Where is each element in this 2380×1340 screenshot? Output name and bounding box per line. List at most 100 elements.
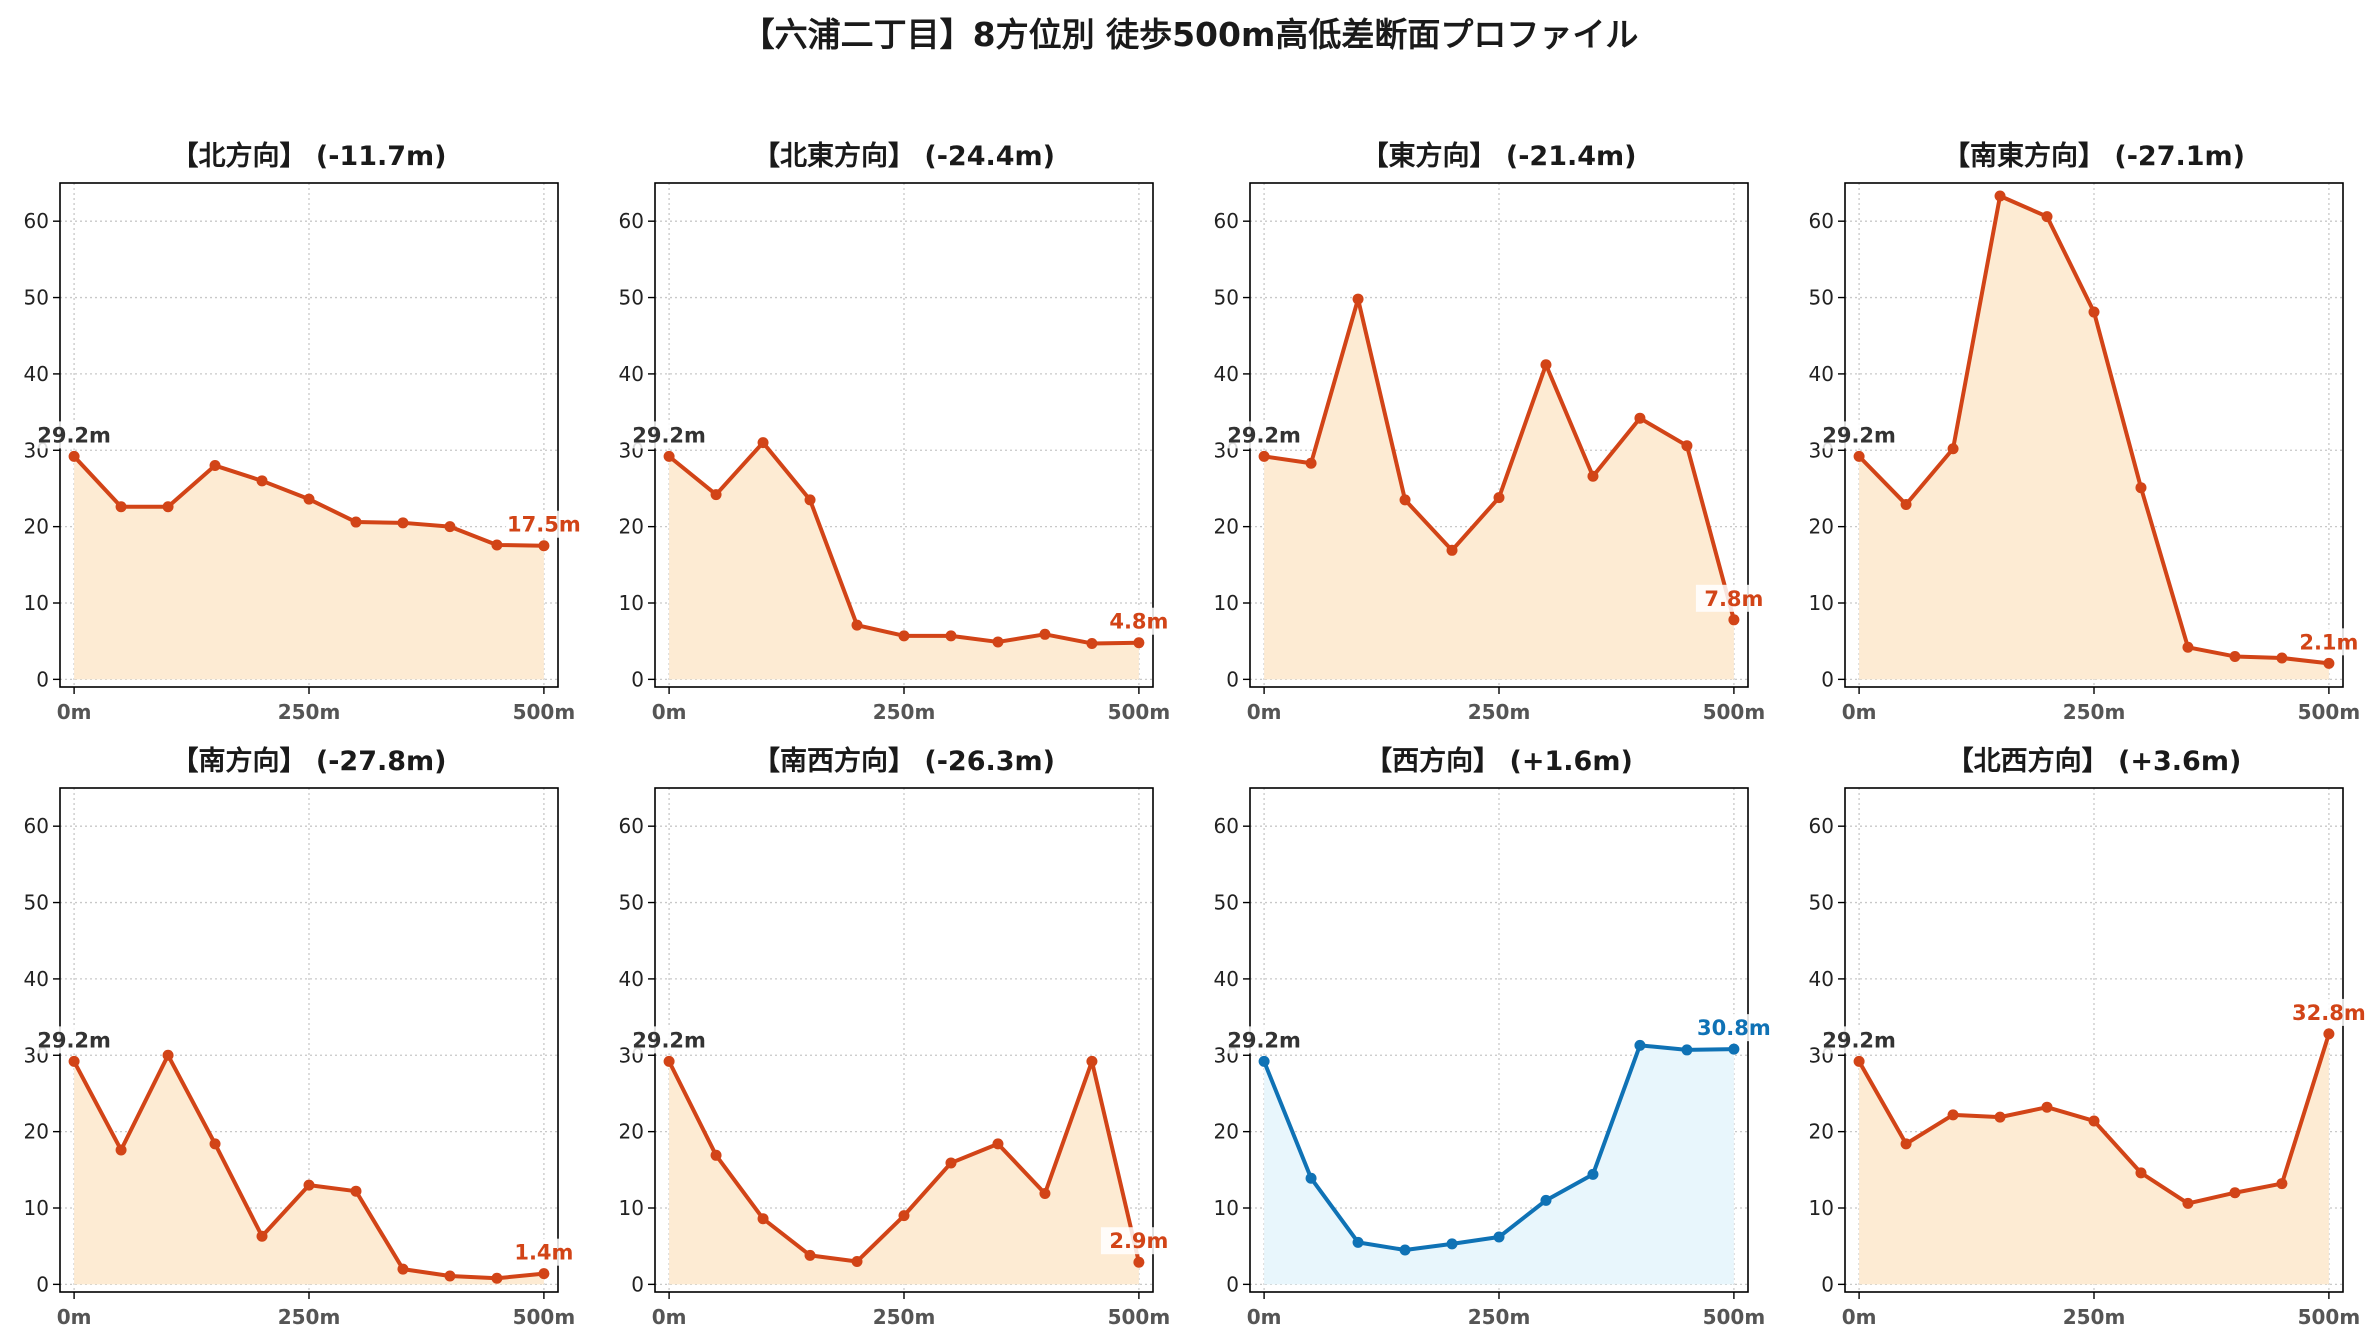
y-tick-label: 10 (1809, 1196, 1834, 1220)
y-tick-label: 20 (1214, 515, 1239, 539)
start-label-bg (36, 1026, 113, 1054)
start-elevation-label: 29.2m (1822, 1028, 1896, 1052)
elevation-point (804, 1249, 816, 1261)
elevation-point (992, 636, 1004, 648)
y-tick-label: 40 (1214, 967, 1239, 991)
y-tick-label: 60 (1214, 209, 1239, 233)
elevation-point (1399, 494, 1411, 506)
panel-title: 【東方向】 (-21.4m) (1361, 140, 1636, 172)
y-tick-label: 40 (1809, 967, 1834, 991)
y-tick-label: 60 (24, 814, 49, 838)
y-tick-label: 0 (36, 667, 49, 691)
y-tick-label: 50 (1809, 891, 1834, 915)
elevation-point (1634, 412, 1646, 424)
start-label-bg (1821, 421, 1898, 449)
elevation-point (851, 619, 863, 631)
y-tick-label: 60 (1214, 814, 1239, 838)
x-tick-label: 500m (2298, 700, 2361, 724)
y-tick-label: 20 (619, 1120, 644, 1144)
elevation-area (74, 456, 544, 680)
elevation-point (303, 1179, 315, 1191)
elevation-point (397, 1263, 409, 1275)
end-label-bg (1695, 584, 1772, 612)
elevation-area (669, 442, 1139, 680)
y-tick-label: 20 (24, 515, 49, 539)
elevation-point (1305, 1172, 1317, 1184)
y-tick-label: 20 (1809, 1120, 1834, 1144)
elevation-point (1399, 1244, 1411, 1256)
elevation-point (1258, 1055, 1270, 1067)
elevation-point (1947, 1109, 1959, 1121)
elevation-point (1133, 637, 1145, 649)
elevation-point (710, 1149, 722, 1161)
elevation-point (945, 1157, 957, 1169)
x-tick-label: 0m (1247, 1305, 1282, 1329)
elevation-point (68, 450, 80, 462)
start-elevation-label: 29.2m (632, 423, 706, 447)
start-label-bg (631, 1026, 708, 1054)
elevation-point (209, 1138, 221, 1150)
elevation-point (1994, 190, 2006, 202)
y-tick-label: 10 (1809, 591, 1834, 615)
elevation-point (2323, 1028, 2335, 1040)
panel-title: 【南方向】 (-27.8m) (171, 745, 446, 777)
end-elevation-label: 2.1m (2299, 630, 2358, 654)
elevation-point (1305, 457, 1317, 469)
elevation-point (2276, 1178, 2288, 1190)
y-tick-label: 40 (24, 967, 49, 991)
elevation-point (2135, 482, 2147, 494)
y-tick-label: 50 (1809, 286, 1834, 310)
y-tick-label: 0 (1821, 1272, 1834, 1296)
y-tick-label: 60 (24, 209, 49, 233)
elevation-point (1587, 1168, 1599, 1180)
elevation-point (115, 501, 127, 513)
x-tick-label: 500m (1108, 1305, 1171, 1329)
elevation-point (68, 1055, 80, 1067)
elevation-point (1133, 1256, 1145, 1268)
elevation-point (1681, 440, 1693, 452)
start-label-bg (631, 421, 708, 449)
elevation-point (851, 1255, 863, 1267)
elevation-point (945, 630, 957, 642)
y-tick-label: 50 (1214, 891, 1239, 915)
elevation-point (757, 437, 769, 449)
elevation-point (1634, 1039, 1646, 1051)
elevation-point (1681, 1044, 1693, 1056)
elevation-point (303, 493, 315, 505)
elevation-point (1039, 628, 1051, 640)
elevation-point (1728, 1043, 1740, 1055)
x-tick-label: 250m (2063, 1305, 2126, 1329)
elevation-point (1540, 359, 1552, 371)
x-tick-label: 0m (1842, 700, 1877, 724)
elevation-point (663, 450, 675, 462)
elevation-point (397, 517, 409, 529)
elevation-point (162, 1049, 174, 1061)
end-elevation-label: 4.8m (1109, 610, 1168, 634)
elevation-point (1258, 450, 1270, 462)
panel-title: 【北西方向】 (+3.6m) (1947, 745, 2242, 777)
end-elevation-label: 30.8m (1697, 1016, 1771, 1040)
elevation-point (1039, 1187, 1051, 1199)
elevation-point (491, 1272, 503, 1284)
y-tick-label: 60 (619, 814, 644, 838)
elevation-point (256, 475, 268, 487)
elevation-point (1086, 1055, 1098, 1067)
y-tick-label: 0 (631, 1272, 644, 1296)
elevation-point (898, 630, 910, 642)
elevation-area (669, 1061, 1139, 1285)
end-label-bg (1100, 1227, 1177, 1255)
end-elevation-label: 1.4m (514, 1241, 573, 1265)
x-tick-label: 0m (652, 1305, 687, 1329)
x-tick-label: 500m (513, 700, 576, 724)
x-tick-label: 250m (278, 700, 341, 724)
elevation-point (992, 1138, 1004, 1150)
x-tick-label: 250m (873, 700, 936, 724)
end-label-bg (505, 1238, 582, 1266)
